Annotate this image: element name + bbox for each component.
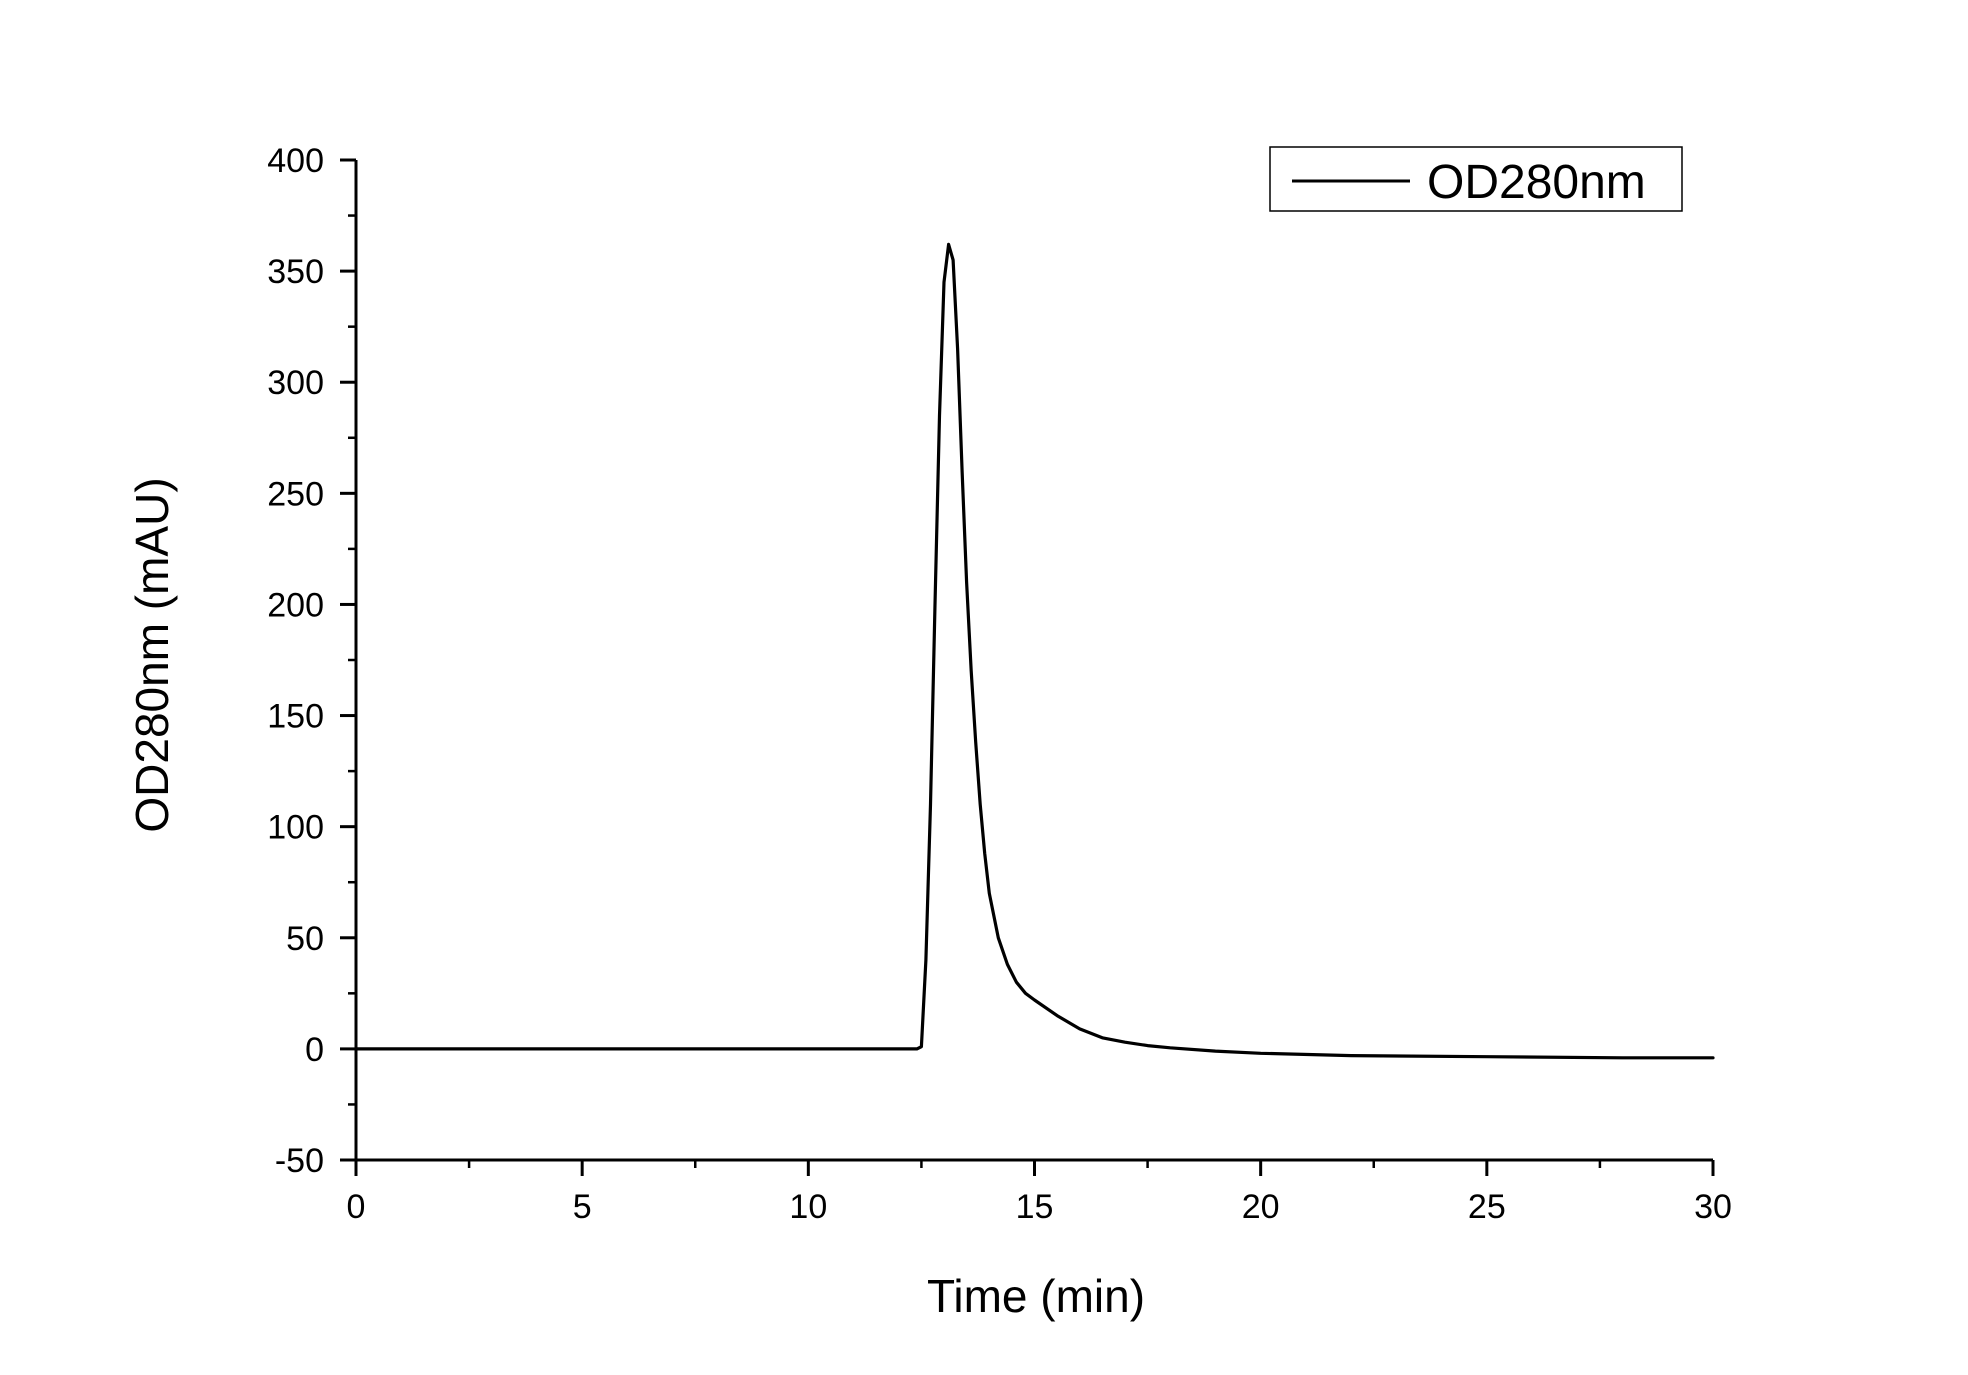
y-tick-label: 250 bbox=[267, 475, 324, 513]
y-tick-label: 50 bbox=[286, 920, 324, 958]
y-tick-label: 200 bbox=[267, 586, 324, 624]
y-tick-label: 350 bbox=[267, 253, 324, 291]
legend: OD280nm bbox=[1269, 146, 1683, 212]
x-tick-label: 0 bbox=[347, 1188, 366, 1226]
x-tick-label: 20 bbox=[1242, 1188, 1280, 1226]
legend-box bbox=[1269, 146, 1683, 212]
y-tick-label: 150 bbox=[267, 698, 324, 736]
y-tick-label: 0 bbox=[305, 1031, 324, 1069]
x-axis-title: Time (min) bbox=[927, 1270, 1145, 1322]
x-tick-label: 10 bbox=[789, 1188, 827, 1226]
series-layer bbox=[354, 242, 1715, 1060]
x-tick-label: 15 bbox=[1016, 1188, 1054, 1226]
y-tick-label: 400 bbox=[267, 142, 324, 180]
legend-label: OD280nm bbox=[1427, 156, 1646, 209]
x-tick-label: 25 bbox=[1468, 1188, 1506, 1226]
x-tick-label: 5 bbox=[573, 1188, 592, 1226]
y-tick-label: 100 bbox=[267, 809, 324, 847]
y-axis: -50 0 50 100 150 200 250 300 350 400 bbox=[267, 142, 358, 1180]
series-line-od280nm bbox=[354, 242, 1715, 1060]
y-tick-label: 300 bbox=[267, 364, 324, 402]
x-tick-label: 30 bbox=[1694, 1188, 1732, 1226]
y-tick-label: -50 bbox=[275, 1142, 324, 1180]
x-axis: 0 5 10 15 20 25 30 bbox=[347, 1158, 1732, 1226]
y-axis-title: OD280nm (mAU) bbox=[126, 477, 178, 832]
